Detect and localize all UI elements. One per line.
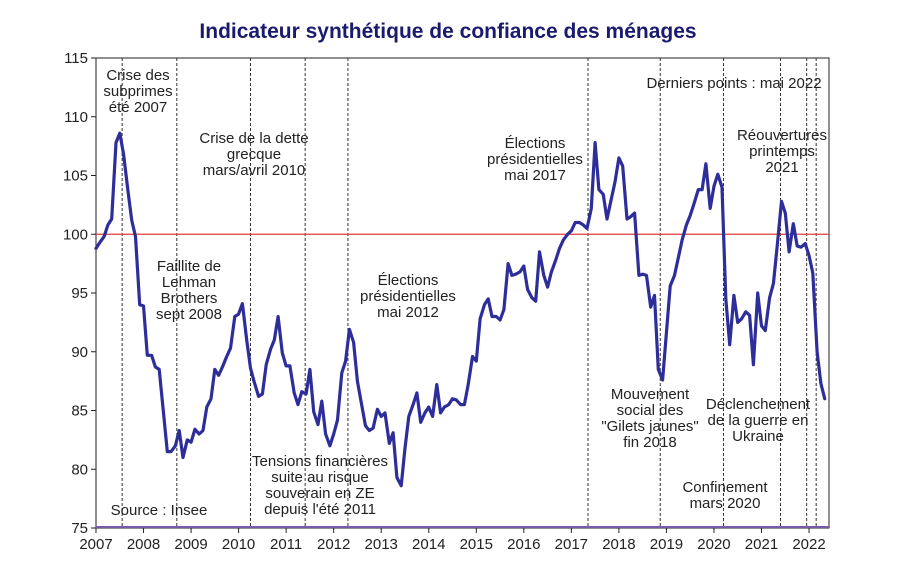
annotation-label: Tensions financières suite au risque souve… — [252, 453, 388, 518]
annotation-label: Source : Insee — [111, 502, 208, 519]
annotation-label: Crise des subprimes été 2007 — [103, 67, 172, 116]
x-tick-label: 2007 — [79, 536, 112, 553]
x-tick-label: 2021 — [745, 536, 778, 553]
y-tick-label: 110 — [64, 109, 88, 126]
chart-title: Indicateur synthétique de confiance des … — [199, 20, 696, 43]
x-tick-label: 2016 — [507, 536, 540, 553]
x-tick-label: 2022 — [792, 536, 825, 553]
annotation-label: Crise de la dette grecque mars/avril 2010 — [199, 130, 308, 179]
series-line — [94, 131, 827, 488]
x-tick-label: 2018 — [602, 536, 635, 553]
x-tick-label: 2012 — [317, 536, 350, 553]
y-tick-label: 90 — [71, 344, 88, 361]
x-tick-label: 2008 — [127, 536, 160, 553]
annotation-label: Élections présidentielles mai 2017 — [487, 135, 583, 184]
y-tick-label: 100 — [63, 226, 88, 243]
annotation-label: Faillite de Lehman Brothers sept 2008 — [156, 258, 222, 323]
annotation-label: Déclenchement de la guerre en Ukraine — [706, 396, 811, 445]
x-tick-label: 2010 — [222, 536, 255, 553]
annotation-label: Élections présidentielles mai 2012 — [360, 272, 456, 321]
x-tick-label: 2009 — [174, 536, 207, 553]
y-tick-label: 80 — [71, 461, 88, 478]
x-tick-label: 2013 — [365, 536, 398, 553]
x-tick-label: 2011 — [270, 536, 302, 553]
x-tick-label: 2020 — [697, 536, 730, 553]
y-tick-label: 75 — [71, 520, 88, 537]
x-tick-label: 2014 — [412, 536, 445, 553]
annotation-label: Confinement mars 2020 — [682, 479, 768, 512]
y-tick-label: 95 — [71, 285, 88, 302]
y-tick-label: 105 — [63, 168, 88, 185]
x-tick-label: 2015 — [460, 536, 493, 553]
x-tick-label: 2017 — [555, 536, 588, 553]
annotation-label: Réouvertures printemps 2021 — [737, 127, 827, 176]
y-tick-label: 115 — [64, 50, 88, 67]
y-tick-label: 85 — [71, 403, 88, 420]
x-tick-label: 2019 — [650, 536, 683, 553]
annotation-label: Mouvement social des "Gilets jaunes" fin 20… — [601, 386, 698, 451]
plot-area: 75 80 85 90 95 100 105 110 115 2007 2008 2009 2010 20… — [63, 50, 830, 553]
annotation-label: Derniers points : mai 2022 — [646, 75, 821, 92]
